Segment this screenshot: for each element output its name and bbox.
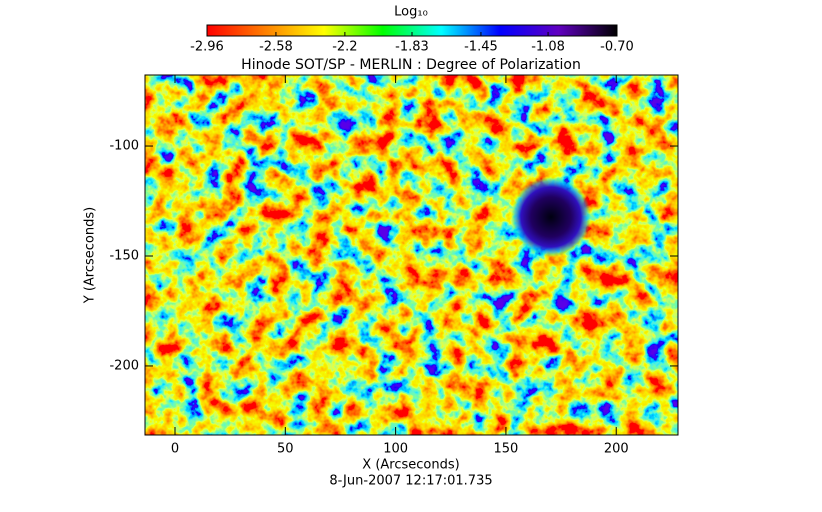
colorbar-label: Log₁₀ <box>394 5 428 20</box>
colorbar-tick-label: -2.58 <box>259 40 293 55</box>
colorbar-tick-label: -2.96 <box>190 40 224 55</box>
footnote: 8-Jun-2007 12:17:01.735 <box>329 474 492 489</box>
y-tick-label: -200 <box>109 358 139 373</box>
chart-title: Hinode SOT/SP - MERLIN : Degree of Polar… <box>241 57 581 73</box>
sunspot <box>511 177 591 257</box>
y-axis-label: Y (Arcseconds) <box>83 207 98 304</box>
y-tick-label: -100 <box>109 139 139 154</box>
x-axis-label: X (Arcseconds) <box>362 458 459 473</box>
x-tick-label: 0 <box>171 442 179 457</box>
x-tick-label: 100 <box>383 442 408 457</box>
colorbar-tick-label: -1.83 <box>395 40 429 55</box>
colorbar-tick-label: -2.2 <box>332 40 357 55</box>
polarization-map <box>145 75 678 435</box>
y-tick-label: -150 <box>109 248 139 263</box>
plot-frame <box>144 74 679 436</box>
colorbar-tick-label: -0.70 <box>600 40 634 55</box>
x-tick-label: 150 <box>494 442 519 457</box>
x-tick-label: 200 <box>604 442 629 457</box>
colorbar-tick-label: -1.45 <box>464 40 498 55</box>
x-tick-label: 50 <box>277 442 294 457</box>
colorbar-tick-label: -1.08 <box>531 40 565 55</box>
